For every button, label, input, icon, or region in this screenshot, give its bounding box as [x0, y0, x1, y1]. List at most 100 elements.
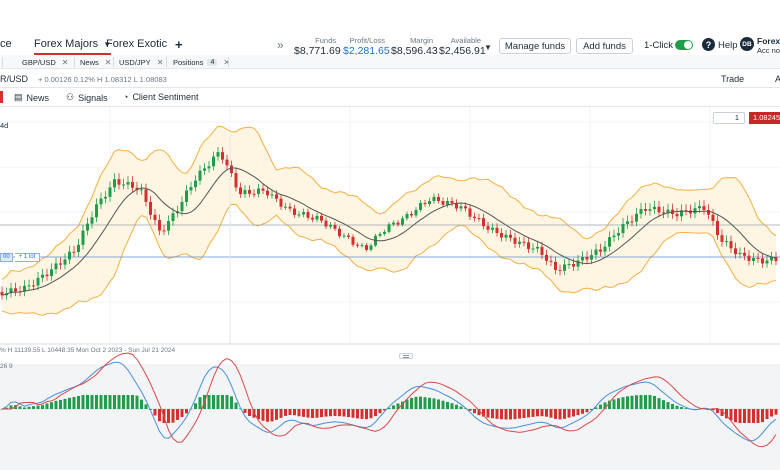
candle-body [644, 209, 647, 211]
candle-body [203, 168, 206, 171]
candle-body [225, 159, 229, 166]
candle-body [315, 215, 319, 220]
candle-body [495, 227, 499, 234]
candle-body [617, 233, 620, 236]
candle-body [401, 218, 404, 225]
close-icon[interactable]: ✕ [104, 57, 112, 67]
tab-divider [228, 57, 229, 67]
tab-signals[interactable]: ⚇ Signals [66, 92, 108, 103]
macd-bar [315, 409, 319, 418]
candle-body [365, 245, 368, 250]
instrument-tab-news[interactable]: News ✕ [80, 55, 111, 69]
macd-bar [477, 409, 481, 416]
candle-body [536, 246, 539, 249]
pane-resize-handle[interactable] [399, 353, 413, 359]
trade-panel-tab-cut[interactable]: A [775, 74, 780, 84]
macd-bar [122, 395, 125, 409]
macd-bar [405, 399, 409, 409]
macd-bar [108, 395, 112, 409]
macd-bar [657, 398, 661, 409]
macd-bar [369, 409, 373, 419]
margin-metric: Margin $8,596.43 [391, 36, 438, 58]
instrument-tab-usdjpy[interactable]: USD/JPY ✕ [119, 55, 163, 69]
tab-client-sentiment[interactable]: ◔ Client Sentiment [123, 92, 198, 102]
candle-body [293, 208, 296, 215]
candle-body [149, 201, 152, 215]
macd-bar [770, 409, 773, 417]
tab-label: News [80, 57, 99, 67]
macd-bar [756, 409, 760, 423]
symbol-label[interactable]: R/USD [0, 74, 29, 84]
double-chevron-icon[interactable]: » [277, 38, 284, 52]
candle-body [603, 246, 607, 252]
tab-divider [74, 57, 75, 67]
macd-bar [356, 409, 359, 419]
candle-body [774, 256, 778, 262]
macd-bar [441, 400, 445, 409]
candle-body [194, 180, 197, 188]
chevron-down-icon[interactable]: ▼ [103, 40, 112, 49]
one-click-toggle[interactable] [675, 40, 693, 50]
tab-news[interactable]: ▤ News [14, 92, 49, 103]
candle-body [572, 264, 575, 267]
close-icon[interactable]: ✕ [223, 57, 231, 67]
candle-body [144, 189, 148, 202]
candle-body [86, 223, 89, 231]
macd-bar [266, 409, 269, 422]
candle-body [72, 251, 76, 253]
macd-bar [720, 409, 724, 416]
close-icon[interactable]: ✕ [61, 57, 69, 67]
available-metric: Available $2,456.91 [439, 36, 486, 58]
candle-body [189, 187, 193, 191]
profit-loss-label: Profit/Loss [349, 36, 385, 45]
candle-body [608, 237, 611, 247]
candle-body [275, 194, 278, 199]
macd-bar [90, 395, 94, 409]
candle-body [711, 214, 715, 222]
candle-body [540, 246, 544, 255]
chevron-down-icon[interactable]: ▼ [484, 43, 492, 52]
candle-body [63, 259, 67, 265]
macd-bar [360, 409, 364, 419]
macd-bar [500, 409, 503, 420]
signals-icon: ⚇ [66, 92, 75, 102]
price-chart-area[interactable] [0, 107, 780, 470]
position-tag[interactable]: 00 + 1 lot [0, 253, 41, 262]
add-funds-button[interactable]: Add funds [576, 38, 633, 54]
quantity-input[interactable]: 1 [713, 112, 745, 124]
funds-metric: Funds $8,771.69 [294, 36, 341, 58]
manage-funds-button[interactable]: Manage funds [499, 38, 571, 54]
macd-bar [491, 409, 494, 419]
candle-body [41, 274, 44, 278]
price-chart[interactable] [0, 107, 780, 470]
help-icon[interactable]: ? [702, 38, 715, 51]
workspace-tab-forex-exotic[interactable]: Forex Exotic [106, 38, 168, 50]
candle-body [284, 206, 287, 208]
candle-body [509, 234, 512, 238]
macd-bar [131, 395, 134, 409]
macd-bar [81, 395, 85, 409]
macd-bar [383, 409, 386, 411]
candle-body [54, 263, 58, 270]
candle-body [99, 198, 103, 205]
add-workspace-icon[interactable]: + [175, 37, 183, 52]
candle-body [77, 244, 80, 252]
instrument-tab-positions[interactable]: Positions 4 ✕ [173, 55, 230, 69]
candle-body [522, 241, 526, 243]
close-icon[interactable]: ✕ [156, 57, 164, 67]
active-tab-indicator [0, 91, 3, 103]
candle-body [473, 216, 476, 219]
candle-body [756, 257, 760, 259]
candle-body [752, 257, 755, 261]
candle-body [356, 244, 359, 246]
macd-bar [527, 409, 530, 418]
help-link[interactable]: Help [718, 40, 738, 51]
candle-body [95, 204, 98, 218]
workspace-tab-0[interactable]: ce [0, 38, 12, 50]
instrument-tab-gbpusd[interactable]: GBP/USD ✕ [22, 55, 68, 69]
avatar[interactable]: DB [740, 37, 754, 51]
workspace-tab-forex-majors[interactable]: Forex Majors ▼ [34, 38, 112, 55]
trade-tab[interactable]: Trade [721, 74, 745, 84]
timeframe-label[interactable]: 4d [0, 121, 9, 130]
tab-divider [113, 57, 114, 67]
